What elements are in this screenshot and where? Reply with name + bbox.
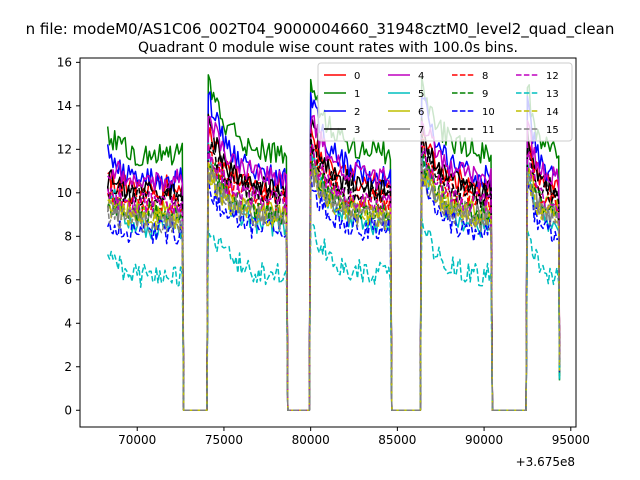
x-tick-label-70000: 70000	[118, 433, 156, 447]
legend-label-10: 10	[482, 107, 495, 118]
legend-label-4: 4	[418, 71, 424, 82]
legend-label-3: 3	[354, 125, 360, 136]
x-tick-label-90000: 90000	[465, 433, 503, 447]
series-lines	[106, 74, 561, 412]
series-line-13	[107, 216, 561, 412]
plot-area: 70000 75000 80000 85000 90000 950000246810121…	[57, 55, 590, 447]
series-line-4	[107, 114, 561, 412]
series-line-12	[106, 143, 561, 412]
legend-label-13: 13	[546, 89, 559, 100]
legend-label-11: 11	[482, 125, 495, 136]
legend-label-9: 9	[482, 89, 488, 100]
x-offset-label: +3.675e8	[516, 455, 575, 469]
legend-label-14: 14	[546, 107, 559, 118]
chart-title: Quadrant 0 module wise count rates with …	[138, 40, 518, 56]
legend-label-1: 1	[354, 89, 360, 100]
legend-label-7: 7	[418, 125, 424, 136]
legend-label-6: 6	[418, 107, 424, 118]
y-tick-label-8: 8	[64, 229, 72, 243]
x-tick-label-75000: 75000	[205, 433, 243, 447]
legend-label-5: 5	[418, 89, 424, 100]
x-tick-label-80000: 80000	[292, 433, 330, 447]
y-tick-label-6: 6	[64, 273, 72, 287]
y-tick-label-0: 0	[64, 403, 72, 417]
legend-label-15: 15	[546, 125, 559, 136]
series-line-15	[106, 157, 561, 412]
y-tick-label-2: 2	[64, 360, 72, 374]
y-tick-label-10: 10	[57, 186, 72, 200]
y-tick-label-12: 12	[57, 142, 72, 156]
legend-label-0: 0	[354, 71, 360, 82]
legend-label-12: 12	[546, 71, 559, 82]
y-tick-label-16: 16	[57, 55, 72, 69]
legend-label-8: 8	[482, 71, 488, 82]
y-tick-label-14: 14	[57, 99, 72, 113]
series-line-3	[106, 113, 561, 412]
axes-frame	[79, 57, 577, 428]
legend-label-2: 2	[354, 107, 360, 118]
legend-box	[317, 62, 573, 142]
x-tick-label-85000: 85000	[378, 433, 416, 447]
figure-suptitle: n file: modeM0/AS1C06_002T04_9000004660_…	[26, 20, 615, 39]
y-tick-label-4: 4	[64, 316, 72, 330]
x-tick-label-95000: 95000	[552, 433, 590, 447]
